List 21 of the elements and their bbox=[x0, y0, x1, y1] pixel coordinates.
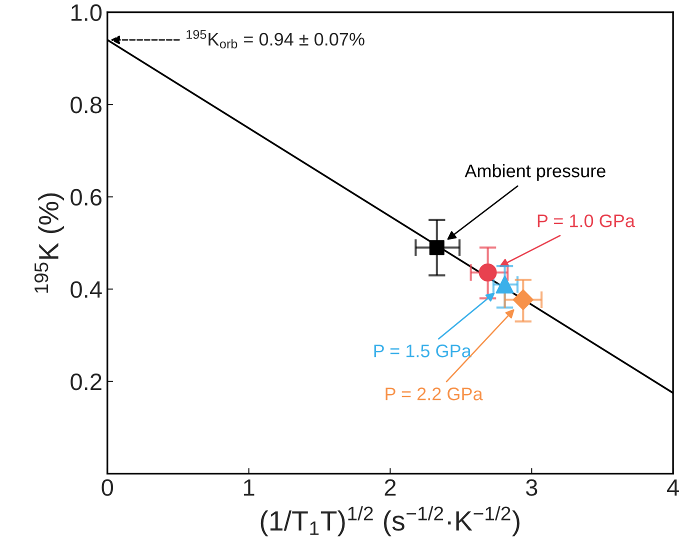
annotation: $^{195}$K$_{orb}$ = 0.94 ± 0.07% bbox=[186, 30, 364, 48]
text: P = 2.2 GPa bbox=[386, 388, 483, 400]
x-tick-label: 0 bbox=[102, 479, 114, 496]
y-tick-label: 0.8 bbox=[70, 96, 102, 114]
y-tick-label: 0.4 bbox=[70, 281, 102, 298]
y-axis-title: $^{195}$K (%) bbox=[34, 193, 64, 293]
point bbox=[478, 264, 497, 282]
text: P = 1.5 GPa bbox=[374, 344, 472, 358]
point bbox=[429, 240, 444, 256]
y-tick-label: 1.0 bbox=[72, 4, 102, 22]
point bbox=[496, 276, 514, 294]
x-tick-label: 2 bbox=[384, 479, 396, 496]
text: (1/T$_{1}$T)$^{1/2}$ (s$^{−1/2}$·K$^{−1/2}$) bbox=[260, 506, 520, 536]
x-tick-label: 3 bbox=[526, 479, 538, 496]
point bbox=[512, 289, 534, 310]
y-tick-label: 0.6 bbox=[70, 188, 102, 206]
x-tick-label: 4 bbox=[667, 479, 679, 496]
x-tick-label: 1 bbox=[244, 479, 254, 496]
y-tick-label: 0.2 bbox=[70, 373, 102, 390]
text: P = 1.0 GPa bbox=[538, 214, 635, 228]
text: Ambient pressure bbox=[464, 164, 606, 181]
